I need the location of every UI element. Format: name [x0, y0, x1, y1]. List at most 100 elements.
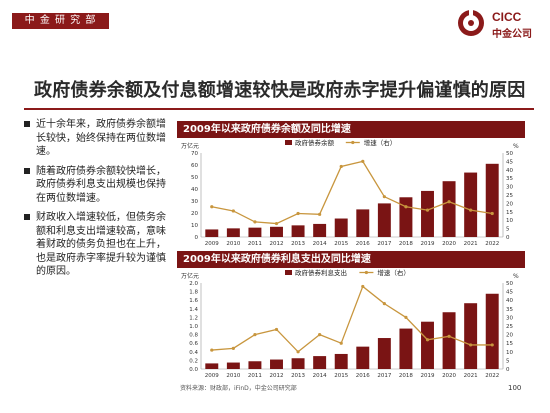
bar-mark: [442, 181, 456, 237]
bar-mark: [226, 228, 240, 237]
y-tick-label: 0.2: [189, 358, 198, 364]
x-tick-label: 2018: [399, 373, 413, 379]
growth-point: [231, 209, 235, 213]
y2-tick-label: 45: [506, 159, 513, 165]
legend-line-marker: [351, 140, 355, 145]
page-number: 100: [508, 384, 522, 392]
x-tick-label: 2018: [399, 241, 413, 247]
y2-tick-label: 0: [506, 235, 510, 241]
title-divider: [24, 108, 534, 110]
x-tick-label: 2015: [334, 373, 348, 379]
bar-mark: [291, 358, 305, 369]
y-tick-label: 0.0: [189, 367, 198, 373]
bullet-list: 近十余年来，政府债券余额增长较快，始终保持在两位数增速。 随着政府债券余额较快增…: [24, 118, 174, 285]
logo-brand-text: CICC: [492, 10, 522, 24]
bar-mark: [291, 225, 305, 237]
y-tick-label: 2.0: [189, 281, 198, 287]
growth-point: [382, 195, 386, 199]
x-tick-label: 2021: [464, 373, 478, 379]
growth-point: [490, 211, 494, 216]
bar-mark: [313, 356, 327, 369]
bullet-item: 财政收入增速较低，但债务余额和利息支出增速较高，意味着财政的债务负担也在上升，也…: [24, 211, 174, 279]
bar-mark: [377, 338, 391, 369]
growth-point: [210, 348, 214, 352]
chart-1: 万亿元 % 0 10 20 30 40 50 60 70 0 5 10 15 20 25 30 35 40 45 50 2…: [181, 139, 519, 247]
bullet-square-icon: [24, 121, 30, 127]
growth-point: [274, 221, 279, 226]
bullet-square-icon: [24, 214, 30, 220]
bar-mark: [356, 346, 370, 369]
y-tick-label: 0.4: [189, 350, 198, 356]
y-tick-label: 1.0: [189, 324, 198, 330]
x-tick-label: 2016: [356, 241, 370, 247]
bar-mark: [248, 361, 262, 369]
cicc-emblem-icon: [458, 10, 484, 36]
growth-point: [425, 208, 430, 212]
growth-point: [274, 327, 279, 332]
x-tick-label: 2009: [205, 241, 219, 247]
x-tick-label: 2020: [442, 373, 456, 379]
bar-mark: [464, 303, 478, 369]
x-tick-label: 2020: [442, 241, 456, 247]
y2-axis-unit-label: %: [513, 143, 519, 150]
bar-mark: [356, 209, 370, 237]
bar-mark: [205, 229, 219, 237]
x-tick-label: 2022: [485, 373, 499, 379]
growth-point: [382, 302, 386, 306]
source-note: 资料来源：财政部，iFinD，中金公司研究部: [180, 385, 297, 392]
x-tick-label: 2011: [248, 373, 262, 379]
growth-point: [210, 205, 214, 209]
bar-mark: [270, 226, 283, 237]
bar-mark: [485, 293, 499, 369]
x-tick-label: 2021: [464, 241, 478, 247]
bar-mark: [313, 223, 327, 237]
growth-point: [296, 211, 300, 216]
bullet-square-icon: [24, 167, 30, 174]
y2-tick-label: 35: [506, 307, 513, 313]
y-tick-label: 0.8: [189, 333, 198, 339]
x-tick-label: 2012: [270, 241, 284, 247]
growth-point: [361, 159, 365, 163]
bar-mark: [377, 203, 391, 237]
y2-tick-label: 10: [506, 350, 513, 356]
growth-point: [318, 212, 322, 216]
y-tick-label: 1.6: [189, 298, 198, 304]
bar-mark: [421, 190, 434, 237]
growth-point: [469, 343, 473, 347]
bar-mark: [399, 197, 413, 237]
bar-mark: [205, 363, 219, 369]
x-tick-label: 2009: [205, 373, 219, 379]
growth-point: [425, 338, 430, 342]
legend-line-marker: [364, 270, 368, 275]
y-axis-unit-label: 万亿元: [181, 142, 199, 150]
growth-point: [318, 333, 322, 337]
y2-tick-label: 20: [506, 201, 513, 207]
y-tick-label: 0: [195, 235, 199, 241]
y-axis-unit-label: 万亿元: [181, 272, 199, 280]
y2-tick-label: 25: [506, 193, 513, 199]
x-tick-label: 2012: [270, 373, 284, 379]
growth-point: [404, 315, 408, 319]
bar-mark: [421, 321, 434, 369]
y-tick-label: 40: [191, 187, 198, 193]
y2-tick-label: 30: [506, 315, 513, 321]
y-tick-label: 0.6: [189, 341, 198, 347]
legend-line-label: 增速（右）: [377, 269, 410, 277]
y2-tick-label: 20: [506, 333, 513, 339]
x-tick-label: 2011: [248, 241, 262, 247]
x-tick-label: 2022: [485, 241, 499, 247]
y2-tick-label: 50: [506, 281, 513, 287]
chart-2: 万亿元 % 0.0 0.2 0.4 0.6 0.8 1.0 1.2 1.4 1.6 1.8 2.0 0 5 1…: [181, 269, 519, 379]
cicc-logo: CICC 中金公司: [456, 8, 540, 40]
legend-bar-swatch: [285, 270, 292, 275]
bar-mark: [248, 227, 262, 237]
y2-tick-label: 50: [506, 151, 513, 157]
bar-mark: [226, 362, 240, 369]
y-tick-label: 70: [191, 151, 198, 157]
x-tick-label: 2016: [356, 373, 370, 379]
y-tick-label: 50: [191, 175, 198, 181]
top-bar: 中 金 研 究 部 CICC 中金公司: [0, 0, 550, 40]
growth-point: [361, 284, 365, 289]
x-tick-label: 2017: [377, 241, 391, 247]
legend-bar-label: 政府债券余额: [295, 139, 335, 147]
